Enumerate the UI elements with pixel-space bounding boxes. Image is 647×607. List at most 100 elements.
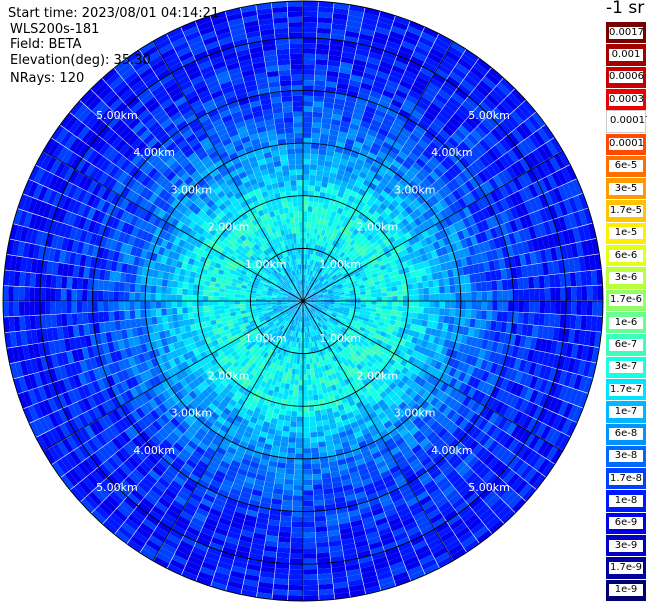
range-gate-cell (596, 316, 603, 332)
range-gate-cell (444, 375, 454, 385)
range-gate-cell (537, 179, 548, 194)
range-gate-cell (559, 314, 566, 328)
range-gate-cell (374, 280, 381, 286)
range-gate-cell (444, 308, 451, 317)
range-gate-cell (399, 273, 406, 281)
range-gate-cell (352, 64, 366, 73)
range-gate-cell (395, 55, 410, 66)
range-gate-cell (509, 369, 519, 382)
range-gate-cell (594, 331, 602, 348)
range-gate-cell (537, 127, 550, 143)
range-gate-cell (288, 584, 303, 591)
range-gate-cell (352, 235, 360, 243)
range-gate-cell (465, 236, 474, 247)
range-gate-cell (312, 284, 318, 290)
range-gate-cell (333, 293, 340, 296)
range-gate-cell (376, 238, 384, 246)
range-gate-cell (337, 219, 344, 226)
range-gate-cell (529, 337, 537, 350)
range-gate-cell (439, 286, 445, 294)
range-gate-cell (330, 282, 336, 287)
range-gate-cell (386, 328, 394, 335)
range-gate-cell (480, 195, 491, 208)
range-gate-cell (430, 205, 440, 215)
range-gate-cell (307, 389, 313, 396)
range-gate-cell (367, 151, 377, 161)
range-gate-cell (383, 322, 390, 329)
range-gate-cell (313, 298, 319, 300)
range-gate-cell (465, 292, 472, 301)
range-gate-cell (324, 273, 329, 279)
range-gate-cell (503, 355, 512, 368)
range-gate-cell (388, 324, 395, 331)
range-gate-cell (308, 302, 314, 305)
range-gate-cell (389, 127, 401, 137)
range-gate-cell (303, 232, 307, 238)
range-gate-cell (461, 100, 476, 113)
range-gate-cell (303, 358, 307, 365)
range-gate-cell (306, 285, 309, 292)
range-gate-cell (291, 521, 303, 528)
range-gate-cell (303, 521, 315, 528)
range-gate-cell (291, 527, 303, 533)
range-gate-cell (318, 1, 334, 8)
range-gate-cell (345, 298, 351, 301)
range-gate-cell (318, 197, 325, 204)
range-gate-cell (355, 294, 361, 299)
range-gate-cell (329, 244, 335, 251)
range-gate-cell (332, 184, 341, 191)
range-gate-cell (369, 165, 380, 174)
range-gate-cell (380, 211, 389, 219)
range-gate-cell (532, 149, 545, 164)
range-gate-cell (317, 567, 332, 575)
range-gate-cell (545, 140, 558, 156)
range-gate-cell (526, 239, 535, 253)
range-gate-cell (468, 345, 476, 356)
range-gate-cell (417, 120, 430, 131)
range-gate-cell (493, 237, 502, 249)
range-gate-cell (556, 169, 568, 185)
range-gate-cell (328, 306, 334, 310)
range-gate-cell (425, 145, 437, 157)
range-gate-cell (502, 301, 509, 312)
range-gate-cell (305, 285, 308, 291)
range-gate-cell (327, 204, 334, 211)
range-gate-cell (349, 123, 360, 131)
range-gate-cell (360, 260, 367, 267)
range-gate-cell (328, 177, 336, 185)
range-gate-cell (523, 227, 532, 241)
range-gate-cell (393, 60, 408, 70)
range-gate-cell (444, 301, 451, 309)
range-gate-cell (455, 160, 467, 172)
range-gate-cell (403, 266, 410, 274)
range-gate-cell (315, 531, 328, 538)
range-gate-cell (489, 227, 499, 239)
range-gate-cell (537, 325, 544, 339)
range-gate-cell (309, 180, 316, 186)
range-gate-cell (348, 9, 364, 18)
range-gate-cell (315, 288, 321, 293)
range-gate-cell (303, 37, 317, 44)
range-gate-cell (288, 574, 303, 580)
range-gate-cell (352, 280, 359, 285)
range-gate-cell (311, 291, 316, 295)
range-gate-cell (324, 192, 332, 200)
range-gate-cell (454, 128, 467, 141)
range-gate-cell (534, 338, 543, 351)
range-gate-cell (384, 45, 399, 56)
range-gate-cell (317, 22, 332, 29)
range-gate-cell (318, 294, 324, 297)
range-gate-cell (339, 214, 346, 222)
range-gate-cell (336, 230, 343, 238)
range-gate-cell (333, 319, 340, 324)
range-gate-cell (313, 278, 318, 284)
range-gate-cell (553, 218, 563, 233)
range-gate-cell (284, 473, 294, 480)
range-gate-cell (434, 301, 440, 308)
range-gate-cell (426, 273, 433, 281)
range-gate-cell (455, 301, 461, 309)
range-gate-cell (403, 123, 415, 134)
range-gate-cell (312, 238, 317, 245)
range-gate-cell (463, 247, 471, 258)
range-gate-cell (303, 216, 308, 223)
